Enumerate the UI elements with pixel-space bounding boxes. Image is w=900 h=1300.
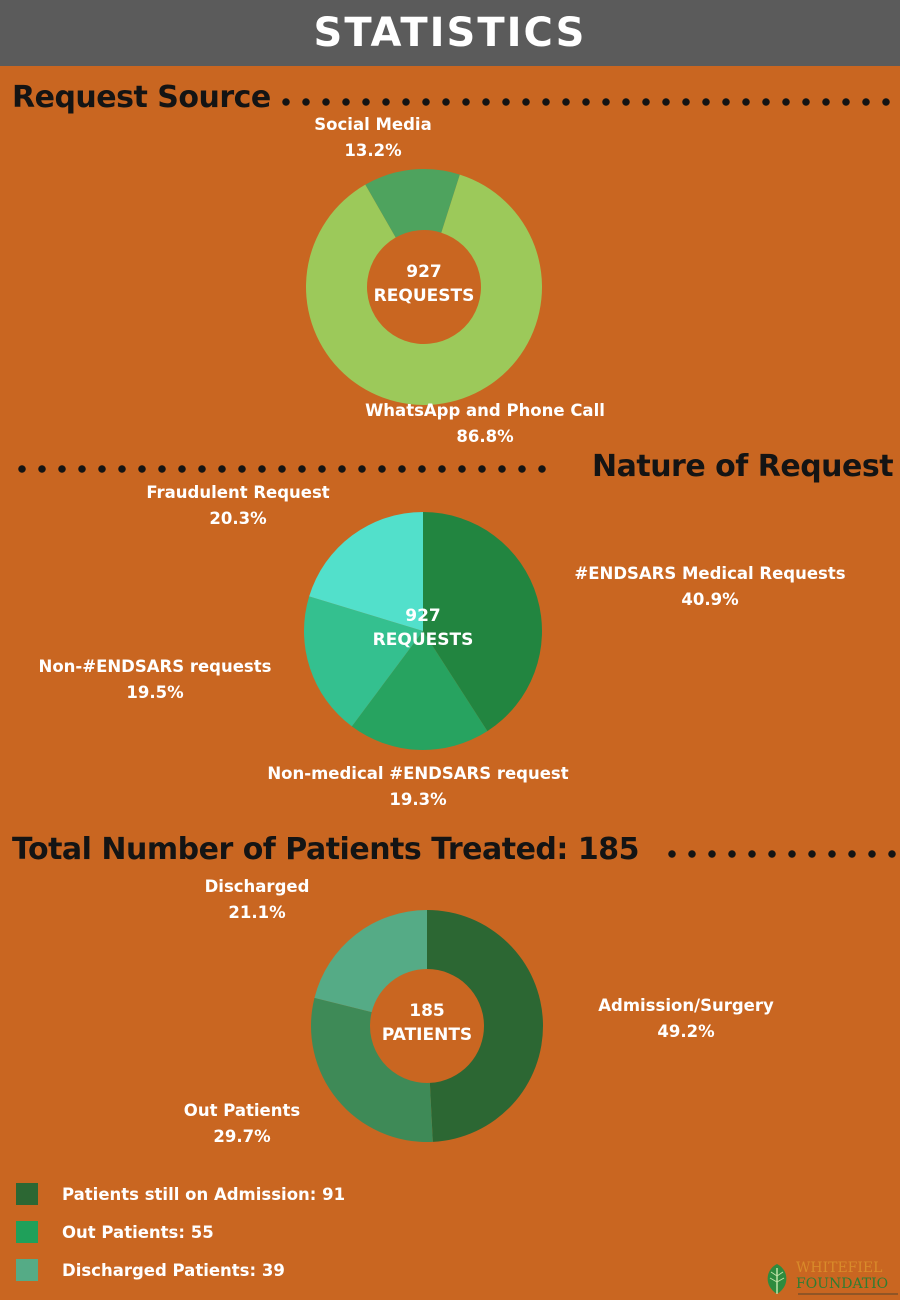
center-total: 185 bbox=[409, 1001, 445, 1021]
legend-item-discharged: Discharged Patients: 39 bbox=[16, 1251, 345, 1289]
patients-legend: Patients still on Admission: 91 Out Pati… bbox=[16, 1175, 345, 1289]
non-medical-label: Non-medical #ENDSARS request 19.3% bbox=[250, 761, 586, 813]
logo-text-line2: FOUNDATIO bbox=[796, 1276, 889, 1292]
center-unit: PATIENTS bbox=[382, 1025, 472, 1045]
endsars-medical-value: 40.9% bbox=[681, 590, 739, 609]
discharged-slice bbox=[314, 910, 427, 1013]
whatsapp-name: WhatsApp and Phone Call bbox=[365, 401, 605, 420]
legend-item-admission: Patients still on Admission: 91 bbox=[16, 1175, 345, 1213]
non-medical-value: 19.3% bbox=[389, 790, 447, 809]
social-media-value: 13.2% bbox=[344, 141, 402, 160]
center-unit: REQUESTS bbox=[374, 286, 475, 306]
logo-tagline bbox=[798, 1293, 898, 1295]
legend-label: Out Patients: 55 bbox=[62, 1222, 214, 1242]
fraudulent-label: Fraudulent Request 20.3% bbox=[130, 480, 346, 532]
endsars-medical-slice bbox=[423, 512, 542, 732]
admission-slice bbox=[427, 910, 544, 1142]
heading-dots bbox=[276, 97, 900, 107]
non-endsars-name: Non-#ENDSARS requests bbox=[38, 657, 272, 676]
logo-text-line1: WHITEFIEL bbox=[796, 1260, 883, 1276]
discharged-value: 21.1% bbox=[228, 903, 286, 922]
whatsapp-slice bbox=[306, 174, 543, 406]
legend-item-out-patients: Out Patients: 55 bbox=[16, 1213, 345, 1251]
admission-name: Admission/Surgery bbox=[598, 996, 774, 1015]
non-medical-slice bbox=[351, 631, 488, 751]
fraudulent-value: 20.3% bbox=[209, 509, 267, 528]
social-media-name: Social Media bbox=[314, 115, 432, 134]
non-medical-name: Non-medical #ENDSARS request bbox=[267, 764, 569, 783]
social-media-slice bbox=[365, 168, 460, 238]
non-endsars-slice bbox=[304, 596, 423, 727]
page-title: STATISTICS bbox=[313, 10, 587, 56]
discharged-name: Discharged bbox=[204, 877, 310, 896]
fraudulent-name: Fraudulent Request bbox=[146, 483, 330, 502]
whatsapp-value: 86.8% bbox=[456, 427, 514, 446]
heading-dots bbox=[12, 464, 558, 474]
out-patients-name: Out Patients bbox=[183, 1101, 301, 1120]
leaf-icon bbox=[767, 1264, 787, 1294]
legend-swatch bbox=[16, 1183, 38, 1205]
discharged-label: Discharged 21.1% bbox=[186, 874, 328, 926]
legend-swatch bbox=[16, 1221, 38, 1243]
endsars-medical-name: #ENDSARS Medical Requests bbox=[574, 564, 846, 583]
center-unit: REQUESTS bbox=[373, 630, 474, 650]
non-endsars-value: 19.5% bbox=[126, 683, 184, 702]
heading-dots bbox=[662, 849, 900, 859]
out-patients-label: Out Patients 29.7% bbox=[166, 1098, 318, 1150]
stats-banner: STATISTICS bbox=[0, 0, 900, 66]
admission-value: 49.2% bbox=[657, 1022, 715, 1041]
patients-treated-heading: Total Number of Patients Treated: 185 bbox=[12, 832, 639, 867]
social-media-label: Social Media 13.2% bbox=[278, 112, 468, 164]
whatsapp-label: WhatsApp and Phone Call 86.8% bbox=[330, 398, 640, 450]
admission-label: Admission/Surgery 49.2% bbox=[570, 993, 802, 1045]
center-total: 927 bbox=[405, 606, 441, 626]
non-endsars-label: Non-#ENDSARS requests 19.5% bbox=[30, 654, 280, 706]
legend-label: Patients still on Admission: 91 bbox=[62, 1184, 346, 1204]
request-source-heading: Request Source bbox=[12, 80, 271, 115]
endsars-medical-label: #ENDSARS Medical Requests 40.9% bbox=[560, 561, 860, 613]
fraudulent-slice bbox=[309, 512, 423, 631]
nature-of-request-heading: Nature of Request bbox=[592, 449, 894, 484]
legend-label: Discharged Patients: 39 bbox=[62, 1260, 285, 1280]
legend-swatch bbox=[16, 1259, 38, 1281]
center-total: 927 bbox=[406, 262, 442, 282]
out-patients-value: 29.7% bbox=[213, 1127, 271, 1146]
out-patients-slice bbox=[310, 997, 433, 1142]
leaf-logo: WHITEFIEL FOUNDATIO bbox=[760, 1258, 900, 1300]
